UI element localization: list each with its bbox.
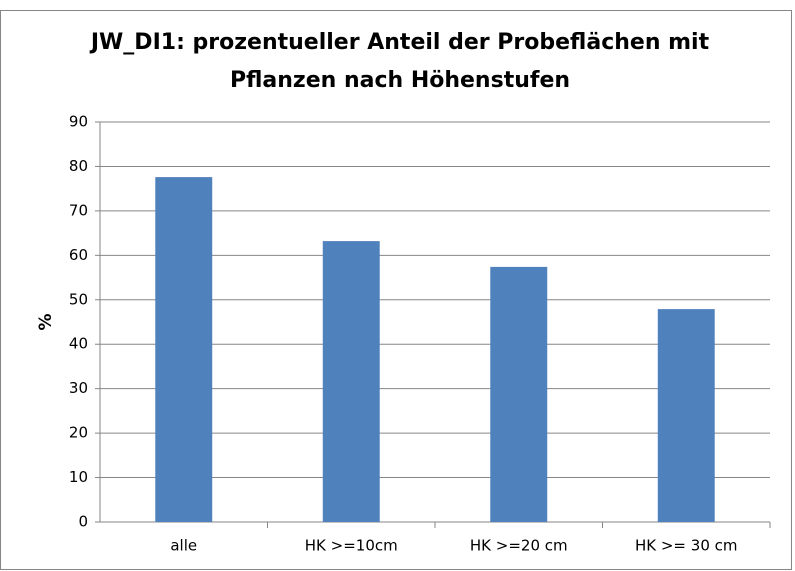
y-tick-label: 30	[69, 379, 88, 397]
bar	[657, 309, 715, 522]
bar	[490, 266, 548, 522]
chart-title: JW_DI1: prozentueller Anteil der Probefl…	[90, 30, 710, 93]
y-tick-label: 80	[69, 157, 88, 175]
y-axis-label: %	[36, 313, 56, 330]
y-tick-label: 10	[69, 468, 88, 486]
y-tick-label: 60	[69, 246, 88, 264]
y-tick-label: 90	[69, 113, 88, 131]
y-tick-label: 0	[78, 513, 88, 531]
y-tick-label: 70	[69, 201, 88, 219]
x-tick-label: HK >=20 cm	[470, 537, 568, 555]
bar	[155, 177, 213, 522]
chart-frame	[0, 10, 792, 570]
x-tick-label: alle	[170, 537, 197, 555]
y-tick-label: 20	[69, 424, 88, 442]
bar	[322, 241, 380, 522]
y-tick-label: 40	[69, 335, 88, 353]
y-tick-label: 50	[69, 290, 88, 308]
x-tick-label: HK >=10cm	[305, 537, 398, 555]
x-tick-label: HK >= 30 cm	[635, 537, 738, 555]
